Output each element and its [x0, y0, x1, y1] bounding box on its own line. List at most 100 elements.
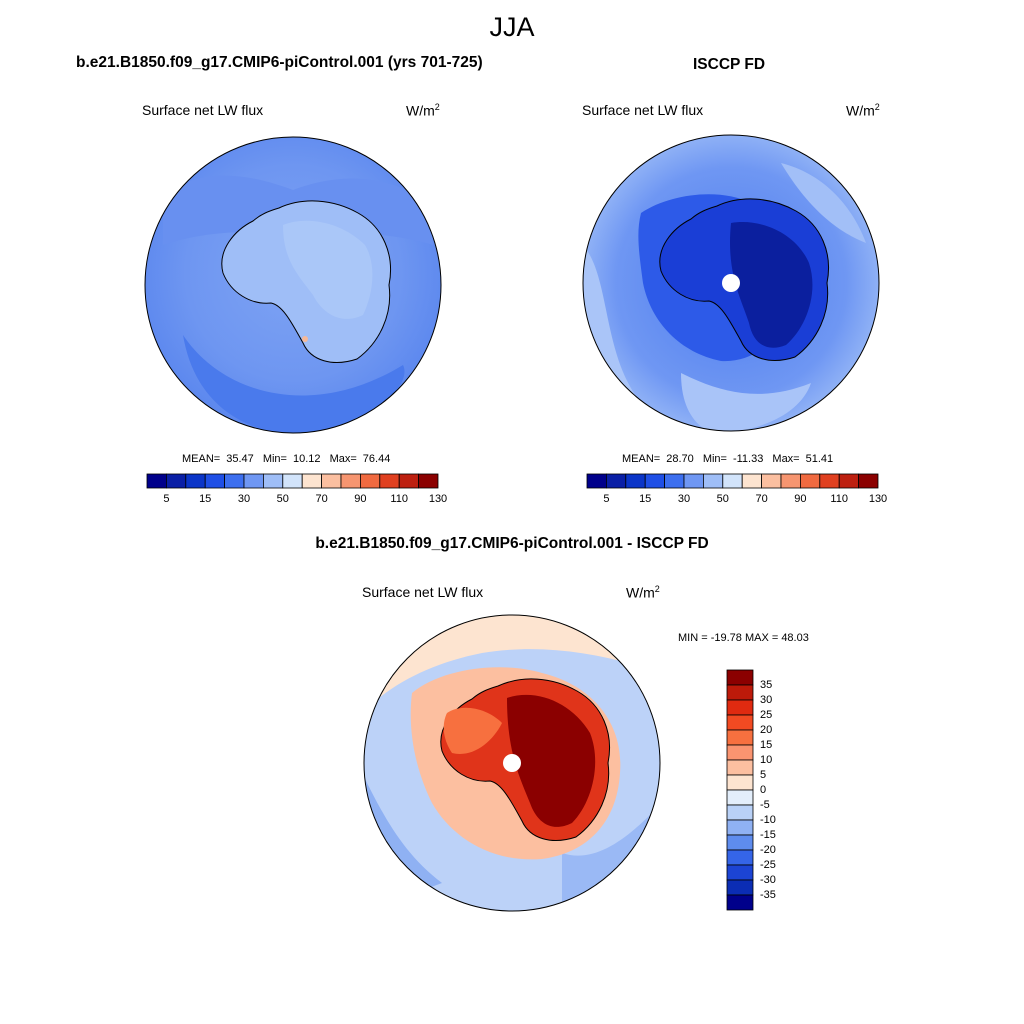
panel1-field-spot	[302, 336, 308, 342]
panel3-colorbar-segment	[726, 879, 754, 896]
panel2-colorbar	[586, 473, 879, 489]
panel2-colorbar-segment	[664, 473, 685, 489]
panel2-colorbar-segment	[722, 473, 743, 489]
panel1-units: W/m2	[406, 102, 440, 119]
panel1-colorbar-segment	[340, 473, 361, 489]
panel3-variable-label: Surface net LW flux	[362, 584, 484, 600]
panel3-colorbar-tick-label: 35	[760, 679, 773, 691]
panel3-stats: MIN = -19.78 MAX = 48.03	[678, 632, 809, 644]
panel2-colorbar-tick-label: 130	[868, 493, 888, 505]
panel2-colorbar-tick-label: 90	[794, 493, 807, 505]
panel3-units: W/m2	[626, 584, 660, 601]
panel3-colorbar-tick-label: 30	[760, 694, 773, 706]
panel1-stats: MEAN= 35.47 Min= 10.12 Max= 76.44	[182, 453, 391, 465]
panel3-colorbar-tick-label: -15	[760, 829, 776, 841]
panel3-title: b.e21.B1850.f09_g17.CMIP6-piControl.001 …	[315, 535, 709, 552]
panel1-colorbar-segment	[263, 473, 284, 489]
panel1-colorbar-segment	[243, 473, 264, 489]
panel1-field-region	[183, 335, 405, 433]
panel1-colorbar-tick-label: 15	[199, 493, 212, 505]
panel3-colorbar-tick-label: 20	[760, 724, 773, 736]
panel3-colorbar-segment	[726, 759, 754, 776]
panel1-colorbar-segment	[204, 473, 226, 489]
panel2-colorbar-segment	[780, 473, 801, 489]
panel1-title: b.e21.B1850.f09_g17.CMIP6-piControl.001 …	[76, 54, 483, 71]
panel3-colorbar-segment	[726, 699, 754, 716]
panel3-map-border	[363, 614, 661, 912]
panel3-colorbar-tick-label: -25	[760, 859, 776, 871]
panel2-polar-map	[582, 134, 880, 432]
panel3-colorbar	[726, 669, 754, 911]
panel1-colorbar-tick-label: 5	[163, 493, 170, 505]
panel3-colorbar-segment	[726, 744, 754, 761]
panel3-pole-hole	[503, 754, 521, 772]
panel1-field-region	[283, 220, 373, 319]
panel2-colorbar-segment	[761, 473, 782, 489]
panel3-colorbar-segment	[726, 849, 754, 866]
panel2-field-region	[730, 222, 813, 348]
panel2-title: ISCCP FD	[693, 56, 766, 73]
panel3-colorbar-segment	[726, 729, 754, 746]
panel3-colorbar-ticks: 35 30 25 20 15 10 5 0 -5 -10 -15 -20 -25 -30 -35	[760, 670, 800, 910]
panel2-colorbar-tick-label: 110	[830, 493, 848, 505]
panel2-map-border	[582, 134, 880, 432]
panel1-variable-label: Surface net LW flux	[142, 102, 264, 118]
panel3-colorbar-segment	[726, 789, 754, 806]
panel3-colorbar-segment	[726, 684, 754, 701]
panel3-colorbar-segment	[726, 819, 754, 836]
panel1-colorbar-segment	[224, 473, 245, 489]
panel3-colorbar-tick-label: -10	[760, 814, 776, 826]
panel1-colorbar-segment	[282, 473, 303, 489]
panel2-colorbar-tick-label: 50	[716, 493, 729, 505]
panel2-field-region	[781, 163, 866, 243]
panel3-field-region	[507, 694, 596, 827]
panel2-colorbar-segment	[625, 473, 646, 489]
panel3-colorbar-tick-label: 5	[760, 769, 767, 781]
panel3-colorbar-tick-label: 15	[760, 739, 773, 751]
panel3-colorbar-segment	[726, 834, 754, 851]
panel2-colorbar-tick-label: 30	[677, 493, 691, 505]
panel3-colorbar-segment	[726, 804, 754, 821]
panel1-colorbar-segment	[301, 473, 322, 489]
panel1-colorbar-tick-label: 110	[390, 493, 408, 505]
panel3-colorbar-tick-label: -5	[760, 799, 770, 811]
panel3-colorbar-tick-label: 10	[760, 754, 773, 766]
panel3-colorbar-tick-label: -20	[760, 844, 776, 856]
panel3-field-region	[443, 707, 502, 754]
panel2-pole-hole	[722, 274, 740, 292]
panel2-colorbar-segment	[819, 473, 840, 489]
panel3-colorbar-segment	[726, 864, 754, 881]
panel2-stats: MEAN= 28.70 Min= -11.33 Max= 51.41	[622, 453, 834, 465]
panel2-colorbar-ticks: 5 15 30 50 70 90 110 130	[587, 493, 887, 507]
panel3-colorbar-segment	[726, 669, 754, 686]
panel1-colorbar-tick-label: 30	[237, 493, 251, 505]
panel3-colorbar-segment	[726, 894, 754, 911]
panel3-colorbar-segment	[726, 714, 754, 731]
panel1-colorbar-segment	[321, 473, 342, 489]
panel3-polar-map	[363, 614, 661, 912]
panel3-colorbar-segment	[726, 774, 754, 791]
panel2-colorbar-segment	[858, 473, 879, 489]
panel1-colorbar-segment	[418, 473, 439, 489]
panel2-colorbar-segment	[605, 473, 627, 489]
panel1-colorbar-segment	[359, 473, 381, 489]
panel2-colorbar-segment	[799, 473, 821, 489]
panel2-variable-label: Surface net LW flux	[582, 102, 704, 118]
panel2-units: W/m2	[846, 102, 880, 119]
panel2-colorbar-segment	[644, 473, 666, 489]
panel1-polar-map	[144, 136, 442, 434]
panel1-colorbar-ticks: 5 15 30 50 70 90 110 130	[147, 493, 447, 507]
panel2-colorbar-segment	[741, 473, 762, 489]
panel3-colorbar-tick-label: 0	[760, 784, 767, 796]
panel1-colorbar-segment	[146, 473, 167, 489]
panel1-colorbar-tick-label: 90	[354, 493, 367, 505]
panel3-colorbar-tick-label: 25	[760, 709, 773, 721]
panel1-colorbar-segment	[379, 473, 400, 489]
panel2-colorbar-tick-label: 15	[639, 493, 652, 505]
panel1-colorbar-tick-label: 50	[276, 493, 289, 505]
panel2-colorbar-segment	[683, 473, 704, 489]
panel2-colorbar-segment	[586, 473, 607, 489]
panel1-colorbar-tick-label: 130	[428, 493, 448, 505]
figure-title: JJA	[489, 12, 535, 42]
panel1-colorbar-segment	[398, 473, 419, 489]
